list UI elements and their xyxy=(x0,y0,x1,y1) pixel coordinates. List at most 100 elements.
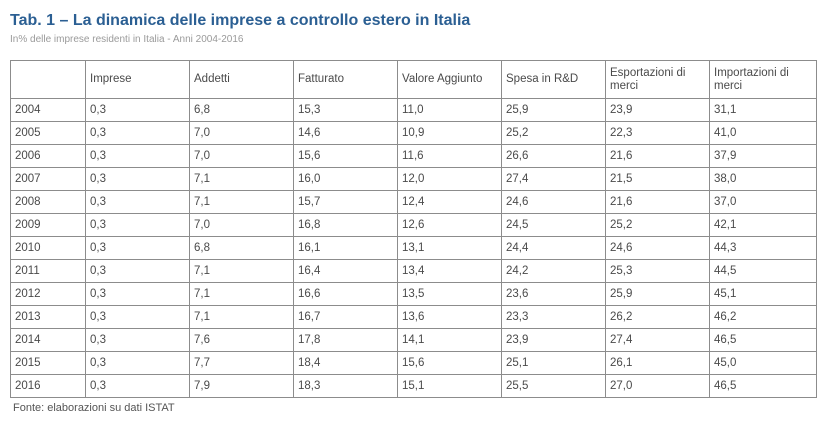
year-cell: 2016 xyxy=(10,374,86,398)
value-cell: 23,3 xyxy=(501,305,606,329)
table-row: 2004 0,3 6,8 15,3 11,0 25,9 23,9 31,1 xyxy=(10,98,817,122)
year-cell: 2015 xyxy=(10,351,86,375)
table-row: 2008 0,3 7,1 15,7 12,4 24,6 21,6 37,0 xyxy=(10,190,817,214)
value-cell: 18,4 xyxy=(293,351,398,375)
value-cell: 37,9 xyxy=(709,144,817,168)
value-cell: 7,1 xyxy=(189,282,294,306)
value-cell: 10,9 xyxy=(397,121,502,145)
header-cell: Imprese xyxy=(85,60,190,99)
table-row: 2011 0,3 7,1 16,4 13,4 24,2 25,3 44,5 xyxy=(10,259,817,283)
value-cell: 0,3 xyxy=(85,305,190,329)
value-cell: 13,6 xyxy=(397,305,502,329)
value-cell: 7,0 xyxy=(189,213,294,237)
value-cell: 42,1 xyxy=(709,213,817,237)
value-cell: 0,3 xyxy=(85,282,190,306)
value-cell: 44,3 xyxy=(709,236,817,260)
value-cell: 15,6 xyxy=(397,351,502,375)
table-row: 2013 0,3 7,1 16,7 13,6 23,3 26,2 46,2 xyxy=(10,305,817,329)
value-cell: 27,4 xyxy=(501,167,606,191)
value-cell: 26,6 xyxy=(501,144,606,168)
value-cell: 0,3 xyxy=(85,121,190,145)
year-cell: 2014 xyxy=(10,328,86,352)
table-row: 2009 0,3 7,0 16,8 12,6 24,5 25,2 42,1 xyxy=(10,213,817,237)
value-cell: 38,0 xyxy=(709,167,817,191)
table-row: 2010 0,3 6,8 16,1 13,1 24,4 24,6 44,3 xyxy=(10,236,817,260)
value-cell: 0,3 xyxy=(85,190,190,214)
value-cell: 7,9 xyxy=(189,374,294,398)
value-cell: 17,8 xyxy=(293,328,398,352)
value-cell: 16,6 xyxy=(293,282,398,306)
value-cell: 22,3 xyxy=(605,121,710,145)
value-cell: 7,1 xyxy=(189,259,294,283)
value-cell: 31,1 xyxy=(709,98,817,122)
table-title: Tab. 1 – La dinamica delle imprese a con… xyxy=(10,12,471,29)
value-cell: 25,5 xyxy=(501,374,606,398)
year-cell: 2013 xyxy=(10,305,86,329)
value-cell: 0,3 xyxy=(85,259,190,283)
table-row: 2007 0,3 7,1 16,0 12,0 27,4 21,5 38,0 xyxy=(10,167,817,191)
value-cell: 16,1 xyxy=(293,236,398,260)
value-cell: 23,6 xyxy=(501,282,606,306)
value-cell: 0,3 xyxy=(85,98,190,122)
value-cell: 15,3 xyxy=(293,98,398,122)
value-cell: 15,6 xyxy=(293,144,398,168)
value-cell: 41,0 xyxy=(709,121,817,145)
value-cell: 13,4 xyxy=(397,259,502,283)
value-cell: 24,4 xyxy=(501,236,606,260)
value-cell: 21,6 xyxy=(605,144,710,168)
value-cell: 25,9 xyxy=(605,282,710,306)
year-cell: 2004 xyxy=(10,98,86,122)
value-cell: 7,0 xyxy=(189,144,294,168)
value-cell: 7,7 xyxy=(189,351,294,375)
data-table: Imprese Addetti Fatturato Valore Aggiunto Sp… xyxy=(10,60,817,398)
value-cell: 11,0 xyxy=(397,98,502,122)
value-cell: 25,9 xyxy=(501,98,606,122)
table-row: 2012 0,3 7,1 16,6 13,5 23,6 25,9 45,1 xyxy=(10,282,817,306)
value-cell: 23,9 xyxy=(605,98,710,122)
value-cell: 25,2 xyxy=(605,213,710,237)
value-cell: 45,0 xyxy=(709,351,817,375)
value-cell: 14,1 xyxy=(397,328,502,352)
value-cell: 13,1 xyxy=(397,236,502,260)
value-cell: 25,2 xyxy=(501,121,606,145)
value-cell: 21,6 xyxy=(605,190,710,214)
year-cell: 2006 xyxy=(10,144,86,168)
year-cell: 2005 xyxy=(10,121,86,145)
header-cell: Fatturato xyxy=(293,60,398,99)
value-cell: 0,3 xyxy=(85,167,190,191)
value-cell: 7,1 xyxy=(189,190,294,214)
value-cell: 25,1 xyxy=(501,351,606,375)
value-cell: 7,6 xyxy=(189,328,294,352)
value-cell: 7,1 xyxy=(189,305,294,329)
header-cell: Valore Aggiunto xyxy=(397,60,502,99)
table-row: 2015 0,3 7,7 18,4 15,6 25,1 26,1 45,0 xyxy=(10,351,817,375)
value-cell: 6,8 xyxy=(189,236,294,260)
value-cell: 46,5 xyxy=(709,374,817,398)
value-cell: 11,6 xyxy=(397,144,502,168)
table-body: 2004 0,3 6,8 15,3 11,0 25,9 23,9 31,1 2005 0,3 7,0… xyxy=(10,98,817,398)
value-cell: 24,6 xyxy=(605,236,710,260)
value-cell: 27,0 xyxy=(605,374,710,398)
value-cell: 45,1 xyxy=(709,282,817,306)
table-row: 2006 0,3 7,0 15,6 11,6 26,6 21,6 37,9 xyxy=(10,144,817,168)
value-cell: 12,4 xyxy=(397,190,502,214)
value-cell: 0,3 xyxy=(85,236,190,260)
value-cell: 7,0 xyxy=(189,121,294,145)
year-cell: 2011 xyxy=(10,259,86,283)
value-cell: 0,3 xyxy=(85,328,190,352)
table-header: Imprese Addetti Fatturato Valore Aggiunto Sp… xyxy=(10,60,817,99)
value-cell: 13,5 xyxy=(397,282,502,306)
year-cell: 2012 xyxy=(10,282,86,306)
value-cell: 23,9 xyxy=(501,328,606,352)
table-row: 2016 0,3 7,9 18,3 15,1 25,5 27,0 46,5 xyxy=(10,374,817,398)
header-cell-year xyxy=(10,60,86,99)
header-cell: Spesa in R&D xyxy=(501,60,606,99)
value-cell: 46,5 xyxy=(709,328,817,352)
value-cell: 21,5 xyxy=(605,167,710,191)
value-cell: 16,4 xyxy=(293,259,398,283)
value-cell: 0,3 xyxy=(85,374,190,398)
value-cell: 15,7 xyxy=(293,190,398,214)
year-cell: 2010 xyxy=(10,236,86,260)
year-cell: 2008 xyxy=(10,190,86,214)
value-cell: 12,6 xyxy=(397,213,502,237)
